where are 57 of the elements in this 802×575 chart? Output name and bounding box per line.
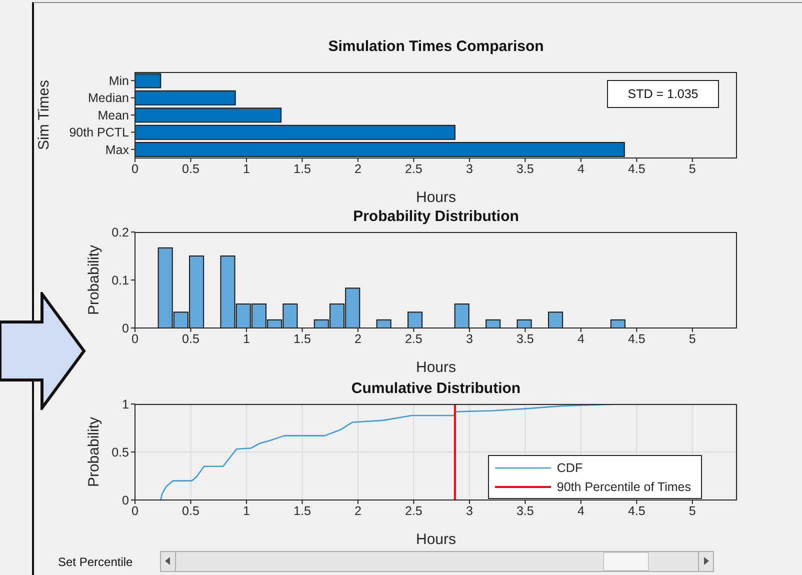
y-tick-label: 90th PCTL xyxy=(69,126,130,140)
x-tick-label: 0.5 xyxy=(182,332,200,346)
x-tick-label: 1 xyxy=(243,332,250,346)
y-tick-label: Max xyxy=(105,142,130,157)
chart-title: Probability Distribution xyxy=(352,208,520,225)
chart-title: Cumulative Distribution xyxy=(350,380,522,397)
x-tick-label: 5 xyxy=(688,162,696,176)
x-axis-title: Hours xyxy=(416,189,456,206)
x-axis-title: Hours xyxy=(416,359,456,376)
x-tick-label: 5 xyxy=(688,504,696,518)
x-tick-label: 2.5 xyxy=(405,504,422,518)
legend-label: 90th Percentile of Times xyxy=(556,480,691,494)
x-tick-label: 4 xyxy=(577,504,584,518)
x-tick-label: 0.5 xyxy=(182,504,200,518)
x-tick-label: 5 xyxy=(688,332,696,346)
x-tick-label: 0 xyxy=(132,504,139,518)
x-axis-title: Hours xyxy=(416,531,456,548)
x-tick-label: 1 xyxy=(243,504,250,518)
y-axis-title: Probability xyxy=(85,244,102,316)
x-tick-label: 3 xyxy=(466,332,473,346)
x-tick-label: 3.5 xyxy=(516,162,534,176)
x-tick-label: 3.5 xyxy=(516,504,534,518)
y-tick-label: 1 xyxy=(122,397,130,412)
x-tick-label: 2 xyxy=(354,504,362,518)
x-tick-label: 0 xyxy=(132,162,139,176)
y-tick-label: 0.2 xyxy=(112,225,130,240)
y-tick-label: Mean xyxy=(98,108,130,122)
x-tick-label: 2.5 xyxy=(405,162,422,176)
x-tick-label: 3 xyxy=(466,504,473,518)
x-tick-label: 2.5 xyxy=(405,332,422,346)
x-tick-label: 3.5 xyxy=(516,332,534,346)
x-tick-label: 4 xyxy=(577,162,584,176)
x-tick-label: 1.5 xyxy=(294,332,311,346)
x-tick-label: 0 xyxy=(132,332,139,346)
x-tick-label: 4.5 xyxy=(628,332,646,346)
text-box: STD = 1.035 xyxy=(607,80,719,108)
y-tick-label: Min xyxy=(108,74,130,88)
x-tick-label: 4.5 xyxy=(628,162,646,176)
x-tick-label: 4.5 xyxy=(628,504,646,518)
y-tick-label: 0.5 xyxy=(112,445,130,460)
y-tick-label: 0 xyxy=(122,493,130,508)
x-tick-label: 1 xyxy=(243,162,250,176)
x-tick-label: 1.5 xyxy=(294,162,311,176)
y-axis-title: Sim Times xyxy=(35,80,52,150)
x-tick-label: 3 xyxy=(466,162,473,176)
y-tick-label: Median xyxy=(88,91,130,106)
x-tick-label: 1.5 xyxy=(294,504,311,518)
text: Set Percentile xyxy=(58,555,133,569)
y-tick-label: 0 xyxy=(122,321,130,336)
x-tick-label: 4 xyxy=(577,332,584,346)
x-tick-label: 2 xyxy=(354,162,362,176)
y-axis-title: Probability xyxy=(85,416,102,488)
legend-label: CDF xyxy=(556,460,583,474)
x-tick-label: 0.5 xyxy=(182,162,200,176)
x-tick-label: 2 xyxy=(354,332,362,346)
chart-title: Simulation Times Comparison xyxy=(327,38,545,55)
y-tick-label: 0.1 xyxy=(112,273,130,288)
